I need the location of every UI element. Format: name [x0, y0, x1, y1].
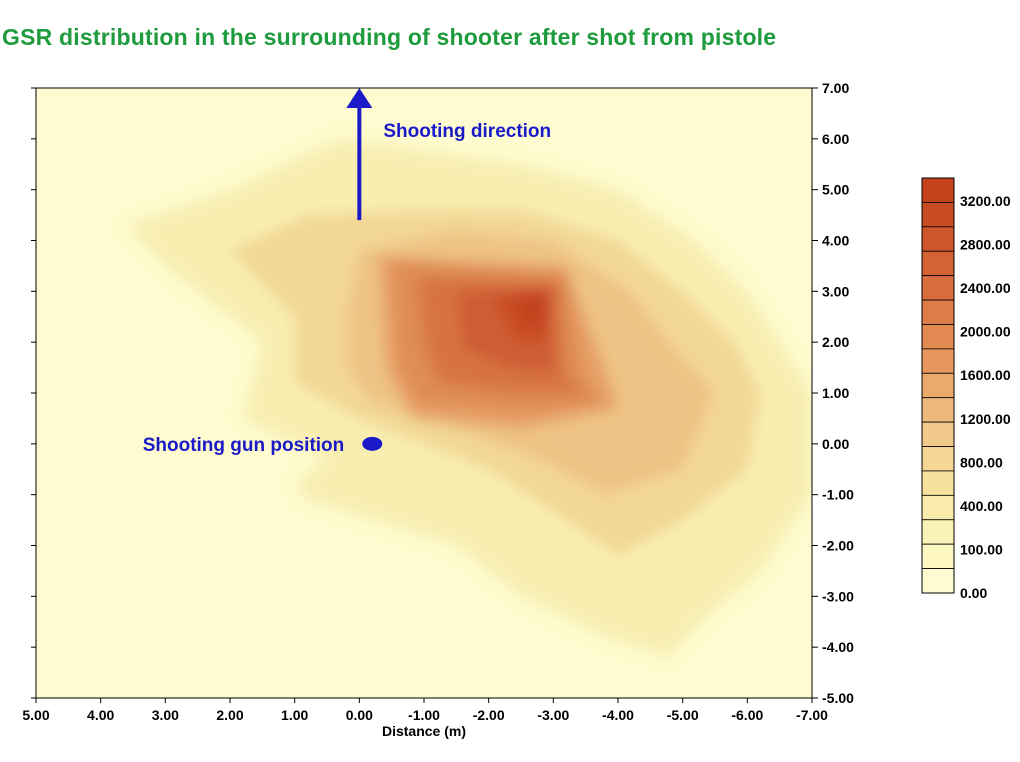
legend-swatch [921, 226, 955, 252]
legend-swatch [921, 470, 955, 496]
legend-label: 100.00 [960, 541, 1003, 557]
legend-label: 1200.00 [960, 411, 1011, 427]
gun-position-marker [362, 436, 383, 451]
legend-swatch [921, 446, 955, 472]
legend-swatch [921, 275, 955, 301]
legend-label: 0.00 [960, 585, 987, 601]
x-tick-label: -5.00 [667, 707, 699, 723]
y-tick-label: 3.00 [822, 283, 849, 299]
x-tick-label: -3.00 [537, 707, 569, 723]
y-tick-label: 6.00 [822, 131, 849, 147]
x-tick-label: 5.00 [22, 707, 49, 723]
legend-swatch [921, 372, 955, 399]
chart-title: GSR distribution in the surrounding of s… [2, 24, 777, 50]
legend-swatch [921, 397, 955, 423]
contour-region-3200 [517, 293, 547, 322]
x-tick-label: 2.00 [216, 707, 243, 723]
legend: 3200.00 2800.00 2400.00 2000.00 1600.00 1200.… [921, 177, 1011, 601]
x-tick-label: -4.00 [602, 707, 634, 723]
legend-swatch [921, 519, 955, 545]
shooting-direction-label: Shooting direction [383, 121, 551, 142]
legend-label: 400.00 [960, 498, 1003, 514]
x-tick-label: 0.00 [346, 707, 373, 723]
legend-label: 2800.00 [960, 237, 1011, 253]
y-tick-label: 2.00 [822, 334, 849, 350]
legend-swatch [921, 543, 955, 569]
y-tick-label: 7.00 [822, 80, 849, 96]
legend-label: 1600.00 [960, 367, 1011, 383]
legend-swatch [921, 299, 955, 325]
y-tick-label: 0.00 [822, 436, 849, 452]
x-tick-label: 4.00 [87, 707, 114, 723]
y-tick-label: -1.00 [822, 487, 854, 503]
gun-position-label: Shooting gun position [143, 435, 345, 456]
y-axis: 7.00 6.00 5.00 4.00 3.00 2.00 1.00 0.00 -1.00 -2.… [812, 80, 854, 706]
y-tick-label: 1.00 [822, 385, 849, 401]
legend-swatch [921, 324, 955, 350]
x-tick-label: 1.00 [281, 707, 308, 723]
y-tick-label: -4.00 [822, 639, 854, 655]
legend-label: 2000.00 [960, 324, 1011, 340]
legend-swatch [921, 348, 955, 374]
legend-swatch [921, 494, 955, 521]
x-tick-label: 3.00 [152, 707, 179, 723]
annotations: Shooting direction Shooting gun position [143, 88, 551, 456]
y-tick-label: 5.00 [822, 182, 849, 198]
legend-frame [921, 177, 955, 594]
x-axis-title: Distance (m) [382, 723, 466, 739]
y-tick-label: -3.00 [822, 588, 854, 604]
legend-label: 3200.00 [960, 193, 1011, 209]
contour-layer [126, 138, 812, 658]
x-tick-label: -6.00 [731, 707, 763, 723]
y-tick-label: -5.00 [822, 690, 854, 706]
y-tick-label: 4.00 [822, 233, 849, 249]
legend-swatch [921, 177, 955, 203]
legend-swatch [921, 568, 955, 594]
legend-label: 2400.00 [960, 280, 1011, 296]
legend-swatch [921, 202, 955, 228]
arrow-head-icon [346, 88, 373, 108]
legend-swatch [921, 421, 955, 447]
legend-label: 800.00 [960, 454, 1003, 470]
x-axis: 5.00 4.00 3.00 2.00 1.00 0.00 -1.00 -2.00 -3.00 -… [22, 87, 828, 723]
legend-swatch [921, 250, 955, 277]
x-tick-label: -7.00 [796, 707, 828, 723]
x-tick-label: -1.00 [408, 707, 440, 723]
y-tick-label: -2.00 [822, 538, 854, 554]
x-tick-label: -2.00 [473, 707, 505, 723]
